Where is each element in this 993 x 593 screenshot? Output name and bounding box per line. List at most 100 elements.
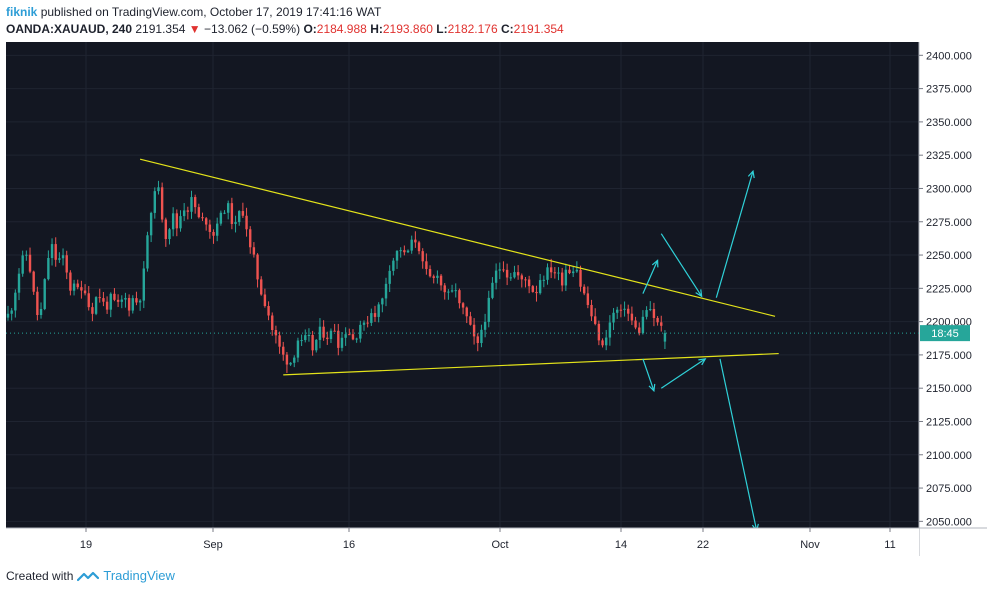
price-tick-label: 2225.000: [926, 283, 972, 295]
candle-body: [186, 210, 190, 212]
upper-trendline[interactable]: [139, 158, 776, 317]
candle-body: [124, 297, 127, 300]
candle-body: [190, 197, 193, 212]
projection-arrow[interactable]: [660, 233, 703, 297]
symbol-name: OANDA:XAUAUD, 240: [6, 22, 133, 36]
price-tick-label: 2250.000: [926, 250, 972, 262]
time-tick-label: 19: [80, 539, 92, 551]
low-value: 2182.176: [447, 22, 498, 36]
candle-body: [616, 309, 619, 313]
open-label: O:: [303, 22, 317, 36]
candle-body: [234, 222, 237, 224]
candle-body: [483, 321, 487, 330]
candle-body: [553, 272, 557, 274]
tradingview-brand[interactable]: TradingView: [103, 568, 175, 583]
projection-arrow[interactable]: [642, 260, 659, 294]
high-label: H:: [370, 22, 383, 36]
candle-body: [10, 310, 13, 314]
projection-arrow[interactable]: [715, 170, 754, 298]
candle-body: [337, 330, 340, 348]
candle-body: [605, 337, 608, 346]
candle-body: [344, 334, 347, 338]
candles: [6, 180, 667, 373]
candle-body: [293, 357, 296, 363]
candle-body: [527, 279, 531, 287]
candle-body: [373, 313, 377, 317]
last-price: 2191.354: [135, 22, 186, 36]
price-axis[interactable]: [919, 42, 987, 528]
candle-body: [256, 254, 259, 280]
candle-body: [535, 291, 538, 294]
candle-body: [149, 212, 153, 236]
low-label: L:: [436, 22, 448, 36]
candle-body: [179, 216, 182, 229]
candle-body: [579, 269, 582, 287]
candle-body: [645, 310, 648, 317]
candle-body: [524, 279, 527, 281]
candle-body: [362, 322, 366, 325]
candle-body: [649, 309, 652, 311]
candle-body: [557, 272, 560, 274]
candle-body: [17, 273, 21, 293]
candle-body: [601, 340, 604, 346]
candle-body: [223, 212, 226, 214]
candle-body: [285, 354, 289, 365]
lower-trendline[interactable]: [283, 352, 779, 376]
arrow-head-icon: [695, 289, 703, 298]
publish-info: fiknik published on TradingView.com, Oct…: [6, 5, 381, 19]
candle-body: [594, 316, 597, 324]
candle-body: [538, 280, 542, 294]
candle-body: [590, 304, 593, 317]
candle-body: [116, 299, 120, 302]
created-with-text: Created with: [6, 568, 74, 583]
time-tick-label: 14: [615, 539, 627, 551]
projection-arrow[interactable]: [719, 358, 758, 531]
candle-body: [102, 298, 105, 302]
candle-body: [351, 334, 355, 340]
candle-body: [28, 254, 32, 272]
candle-body: [454, 290, 457, 292]
candle-body: [531, 286, 535, 292]
candle-body: [65, 255, 68, 273]
candle-body: [652, 309, 656, 318]
candle-body: [289, 362, 292, 365]
candle-body: [72, 283, 76, 291]
candle-body: [208, 224, 212, 232]
price-tick-label: 2175.000: [926, 350, 972, 362]
candle-body: [215, 223, 219, 236]
plot-area[interactable]: [6, 42, 919, 528]
time-tick-label: Nov: [800, 539, 820, 551]
candle-body: [87, 293, 90, 308]
arrow-head-icon: [648, 383, 656, 393]
candle-body: [227, 203, 230, 213]
candle-body: [619, 309, 623, 311]
candle-body: [168, 229, 171, 240]
close-value: 2191.354: [513, 22, 564, 36]
down-arrow-icon: ▼: [188, 22, 201, 36]
candle-body: [94, 297, 98, 314]
candle-body: [219, 212, 223, 224]
author-username[interactable]: fiknik: [6, 5, 38, 19]
candle-body: [641, 316, 645, 334]
candle-body: [329, 330, 333, 340]
candle-body: [282, 346, 285, 355]
candle-body: [212, 231, 215, 236]
candle-body: [249, 229, 252, 248]
candle-body: [36, 291, 39, 316]
price-chart[interactable]: 2400.000 2375.000 2350.000 2325.000 2300.000…: [6, 42, 987, 556]
candle-body: [469, 316, 472, 325]
candle-body: [370, 313, 373, 323]
projection-arrow[interactable]: [642, 358, 655, 392]
publish-text: published on TradingView.com, October 17…: [40, 5, 382, 19]
candle-body: [340, 337, 344, 348]
candle-body: [171, 213, 175, 230]
candle-body: [142, 268, 145, 301]
candle-body: [414, 239, 417, 243]
candle-body: [458, 290, 461, 304]
time-axis[interactable]: [6, 528, 919, 556]
candle-body: [498, 269, 501, 271]
projection-arrow[interactable]: [660, 358, 706, 389]
grid-lines: [6, 42, 919, 528]
candle-body: [663, 333, 667, 342]
candle-body: [377, 304, 380, 317]
